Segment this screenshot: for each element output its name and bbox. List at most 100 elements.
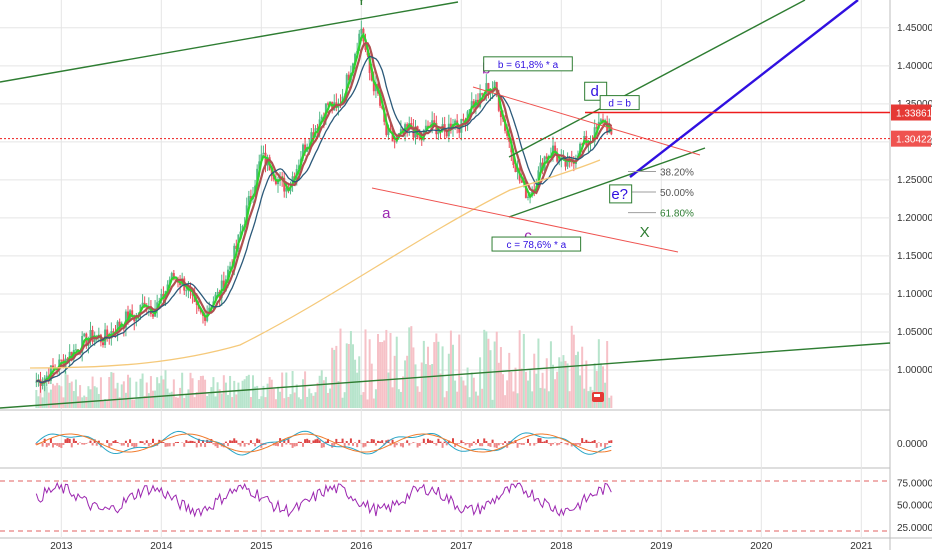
histogram-bar: [95, 443, 98, 446]
histogram-bar: [235, 440, 238, 443]
candle-body: [112, 331, 115, 333]
volume-bar: [508, 352, 511, 408]
volume-bar: [339, 328, 342, 408]
volume-bar: [141, 373, 144, 408]
volume-bar: [456, 391, 459, 408]
histogram-bar: [324, 441, 327, 443]
histogram-bar: [318, 440, 321, 443]
histogram-bar: [56, 443, 59, 446]
volume-bar: [395, 336, 398, 408]
y-tick-label: 1.15000: [897, 251, 932, 262]
volume-bar: [524, 371, 527, 408]
histogram-bar: [89, 440, 92, 443]
histogram-bar: [277, 443, 279, 447]
volume-bar: [58, 385, 61, 408]
volume-bar: [497, 362, 500, 408]
histogram-bar: [189, 440, 192, 443]
volume-bar: [108, 377, 111, 408]
histogram-bar: [437, 438, 440, 443]
candle-body: [458, 125, 461, 133]
histogram-bar: [606, 443, 609, 445]
histogram-bar: [527, 438, 529, 443]
volume-bar: [531, 391, 534, 408]
volume-bar: [566, 363, 569, 408]
volume-bar: [383, 340, 386, 408]
candle-body: [260, 154, 263, 162]
volume-bar: [512, 391, 515, 408]
histogram-bar: [304, 439, 307, 443]
histogram-bar: [529, 443, 532, 446]
x-tick-label: 2021: [850, 541, 873, 550]
candle-body: [89, 330, 92, 340]
histogram-bar: [595, 443, 598, 448]
histogram-bar: [341, 438, 344, 443]
volume-bar: [454, 380, 457, 408]
moving-average-fast: [35, 32, 613, 384]
histogram-bar: [427, 438, 429, 443]
histogram-bar: [535, 443, 538, 444]
y-tick-label: 1.00000: [897, 365, 932, 376]
fib-level-label: 61.80%: [660, 209, 694, 220]
candle-body: [320, 116, 323, 120]
histogram-bar: [143, 443, 146, 445]
histogram-bar: [516, 443, 519, 448]
volume-bar: [606, 341, 609, 408]
volume-bar: [145, 382, 148, 408]
volume-bar: [399, 391, 402, 408]
wave-label: d: [590, 83, 598, 100]
volume-bar: [116, 382, 119, 408]
volume-bar: [102, 399, 104, 408]
histogram-bar: [458, 443, 461, 444]
volume-bar: [564, 360, 567, 408]
volume-bar: [439, 373, 442, 408]
histogram-bar: [183, 443, 186, 447]
candle-body: [264, 152, 267, 166]
volume-bar: [579, 375, 582, 408]
volume-bar: [331, 347, 334, 408]
wave-labels: 38.20%50.00%61.80%Yabcde?Xb = 61,8% * ac…: [356, 0, 694, 402]
histogram-bar: [245, 443, 248, 444]
volume-bar: [483, 329, 486, 408]
candle-body: [485, 83, 488, 95]
histogram-bar: [145, 440, 148, 443]
volume-bar: [147, 393, 150, 408]
histogram-bar: [441, 443, 444, 448]
volume-bar: [610, 395, 613, 408]
lower-trendline: [0, 342, 891, 409]
histogram-bar: [362, 443, 365, 448]
histogram-bar: [372, 439, 375, 443]
volume-bar: [72, 391, 75, 408]
volume-bars: [35, 325, 613, 408]
volume-bar: [191, 378, 194, 408]
candle-body: [462, 118, 465, 121]
histogram-bar: [35, 443, 38, 445]
volume-bar: [406, 355, 409, 408]
volume-bar: [356, 372, 359, 408]
volume-bar: [554, 379, 557, 408]
x-tick-label: 2016: [350, 541, 373, 550]
volume-bar: [385, 329, 388, 408]
volume-bar: [235, 394, 238, 408]
histogram-bar: [60, 443, 63, 448]
volume-bar: [424, 364, 427, 408]
histogram-bar: [154, 443, 157, 445]
candle-body: [556, 153, 559, 162]
volume-bar: [41, 397, 44, 408]
candle-body: [116, 321, 119, 334]
volume-bar: [231, 397, 234, 408]
histogram-bar: [399, 443, 402, 447]
histogram-bar: [135, 443, 138, 447]
histogram-bar: [264, 443, 267, 445]
candle-body: [360, 28, 363, 34]
histogram-bar: [289, 443, 292, 445]
candle-body: [249, 196, 252, 200]
histogram-bar: [370, 439, 373, 443]
candle-body: [558, 158, 561, 162]
candle-body: [493, 82, 496, 91]
volume-bar: [320, 370, 323, 408]
histogram-bar: [108, 443, 111, 448]
histogram-bar: [343, 443, 346, 448]
histogram-bar: [66, 438, 69, 443]
volume-bar: [66, 374, 69, 408]
